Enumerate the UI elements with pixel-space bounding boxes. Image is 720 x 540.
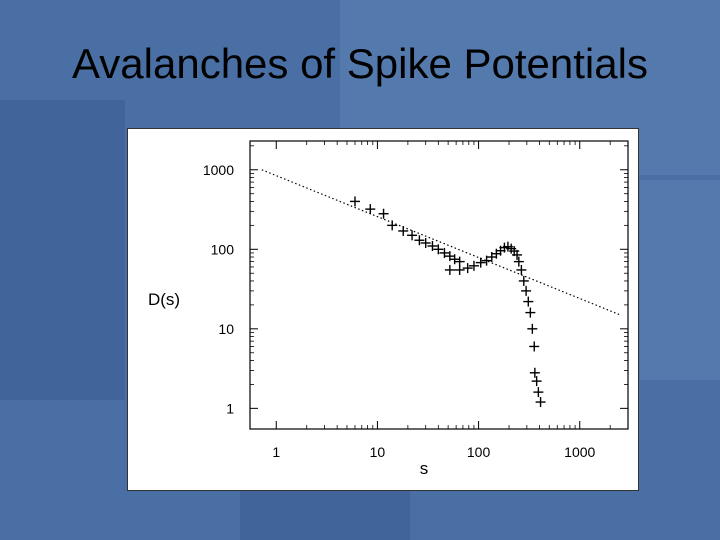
x-axis-label: s bbox=[420, 459, 429, 478]
data-point-marker bbox=[387, 220, 398, 231]
data-point-marker bbox=[525, 307, 536, 318]
data-point-marker bbox=[454, 264, 465, 275]
background-block-left bbox=[0, 100, 125, 400]
slide-title: Avalanches of Spike Potentials bbox=[72, 40, 648, 87]
data-point-marker bbox=[512, 249, 523, 260]
data-point-marker bbox=[527, 323, 538, 334]
data-point-marker bbox=[529, 341, 540, 352]
x-tick-label: 10 bbox=[370, 444, 386, 460]
data-point-marker bbox=[407, 230, 418, 241]
data-point-marker bbox=[414, 235, 425, 246]
data-point-marker bbox=[475, 257, 486, 268]
x-tick-label: 1 bbox=[272, 444, 280, 460]
data-point-marker bbox=[433, 244, 444, 255]
data-point-marker bbox=[523, 296, 534, 307]
data-point-marker bbox=[439, 247, 450, 258]
data-point-marker bbox=[513, 256, 524, 267]
data-point-marker bbox=[518, 275, 529, 286]
x-tick-label: 1000 bbox=[564, 444, 595, 460]
data-point-marker bbox=[462, 263, 473, 274]
data-point-marker bbox=[533, 387, 544, 398]
power-law-line bbox=[261, 169, 621, 316]
y-axis-label: D(s) bbox=[148, 290, 180, 309]
data-point-marker bbox=[427, 241, 438, 252]
data-point-marker bbox=[531, 376, 542, 387]
data-point-marker bbox=[449, 254, 460, 265]
data-point-marker bbox=[378, 208, 389, 219]
data-point-marker bbox=[521, 285, 532, 296]
data-point-marker bbox=[529, 367, 540, 378]
data-point-marker bbox=[420, 237, 431, 248]
data-point-marker bbox=[398, 225, 409, 236]
data-point-marker bbox=[516, 264, 527, 275]
background-block-bottom bbox=[240, 490, 410, 540]
data-point-marker bbox=[481, 255, 492, 266]
y-tick-label: 1 bbox=[226, 400, 234, 416]
data-point-marker bbox=[468, 260, 479, 271]
y-tick-label: 1000 bbox=[203, 162, 234, 178]
data-point-marker bbox=[535, 397, 546, 408]
data-point-marker bbox=[349, 196, 360, 207]
data-point-marker bbox=[365, 204, 376, 215]
loglog-chart: 1 10 100 1000 1 10 100 1000 s D(s) bbox=[148, 140, 629, 478]
plot-frame bbox=[249, 140, 629, 430]
background-block-right bbox=[640, 180, 720, 380]
data-point-marker bbox=[444, 264, 455, 275]
y-tick-label: 10 bbox=[218, 321, 234, 337]
y-tick-label: 100 bbox=[211, 241, 235, 257]
chart-figure: 1 10 100 1000 1 10 100 1000 s D(s) bbox=[127, 128, 639, 491]
x-tick-label: 100 bbox=[467, 444, 491, 460]
